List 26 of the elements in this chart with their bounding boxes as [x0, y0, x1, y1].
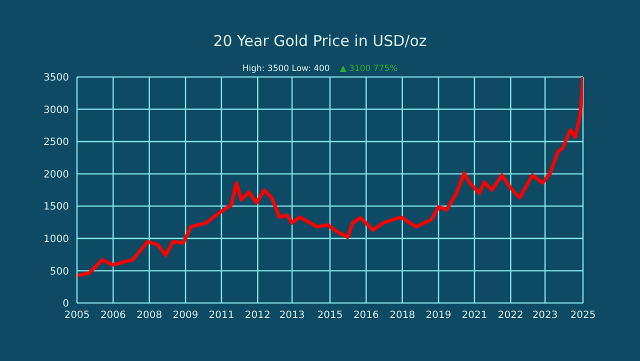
x-tick-label: 2006 — [100, 310, 126, 322]
x-tick-label: 2018 — [390, 310, 416, 322]
x-tick-label: 2015 — [317, 310, 343, 322]
y-tick-label: 1500 — [44, 202, 69, 213]
x-tick-label: 2009 — [172, 310, 198, 322]
y-tick-label: 2500 — [44, 137, 69, 148]
x-tick-label: 2022 — [498, 310, 524, 322]
y-tick-label: 3000 — [44, 104, 69, 116]
y-tick-label: 2000 — [44, 169, 69, 180]
text: ▲ 3100 775% — [340, 64, 398, 74]
chart-subtitle: High: 3500 Low: 400 — [242, 64, 330, 74]
y-tick-label: 1000 — [44, 234, 69, 245]
y-tick-label: 500 — [50, 266, 69, 278]
x-tick-label: 2008 — [136, 310, 162, 322]
x-tick-label: 2005 — [64, 310, 90, 322]
x-tick-label: 2019 — [426, 310, 452, 322]
chart-title: 20 Year Gold Price in USD/oz — [212, 32, 428, 50]
x-tick-label: 2016 — [353, 310, 379, 322]
x-tick-label: 2021 — [462, 310, 488, 322]
x-tick-label: 2023 — [532, 310, 558, 322]
y-tick-label: 0 — [62, 298, 69, 310]
x-tick-label: 2012 — [244, 310, 270, 322]
x-tick-label: 2013 — [279, 310, 305, 322]
y-tick-label: 3500 — [44, 72, 69, 84]
x-tick-label: 2025 — [570, 310, 596, 322]
x-tick-label: 2011 — [208, 310, 234, 322]
